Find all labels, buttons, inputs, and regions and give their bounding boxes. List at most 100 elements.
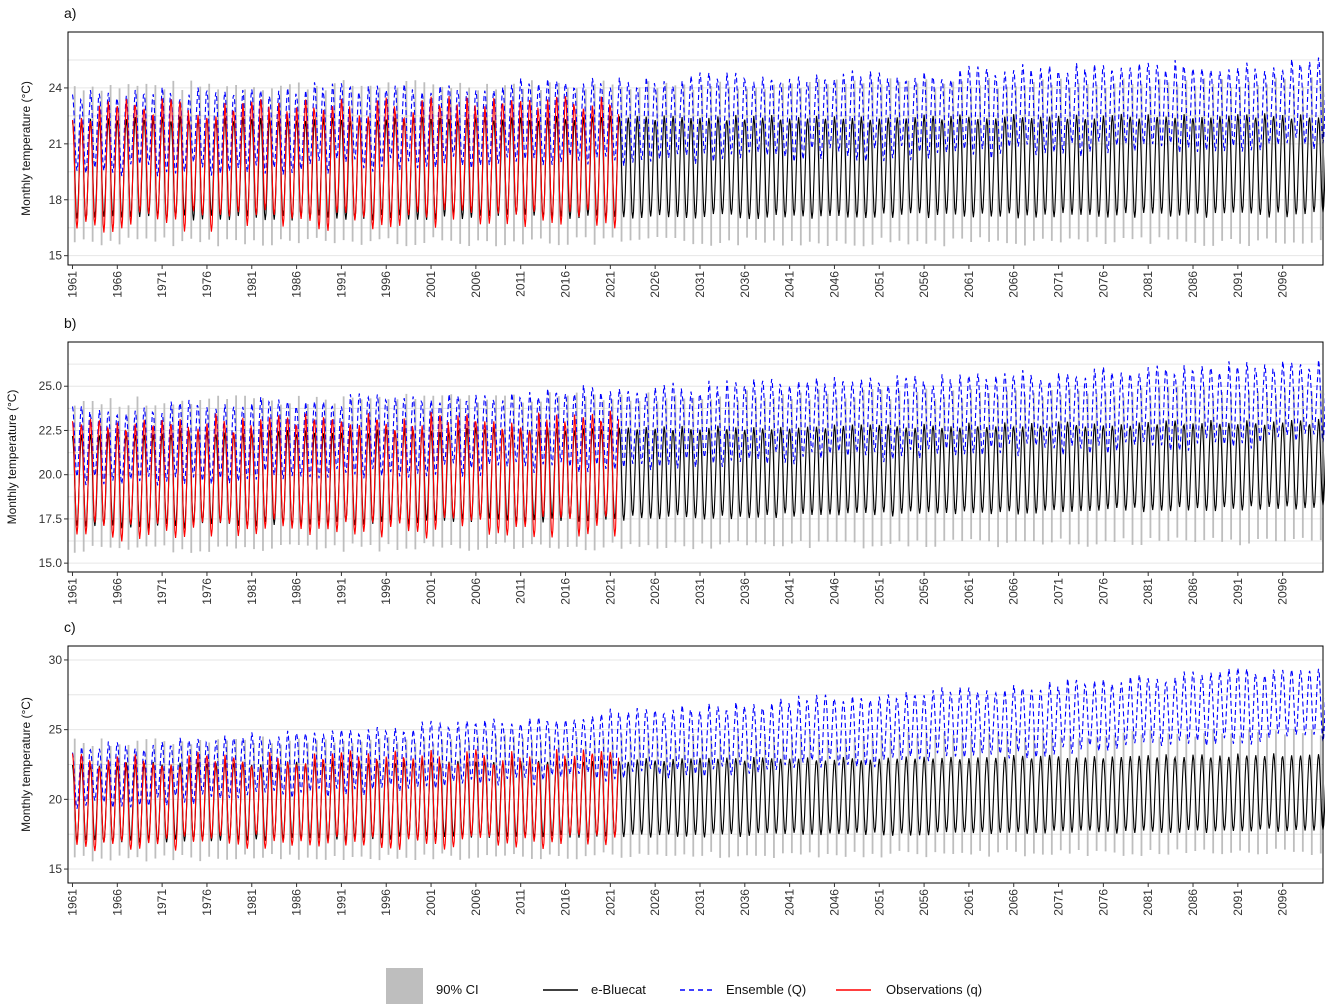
x-tick-label: 2016 <box>559 271 573 298</box>
x-tick-label: 2071 <box>1052 271 1066 298</box>
x-tick-label: 1996 <box>379 271 393 298</box>
x-tick-label: 2026 <box>648 889 662 916</box>
x-tick-label: 2066 <box>1007 271 1021 298</box>
x-tick-label: 2001 <box>424 578 438 605</box>
series-observations <box>71 749 620 852</box>
x-tick-label: 2096 <box>1276 889 1290 916</box>
x-tick-label: 2061 <box>962 271 976 298</box>
panel-1: 15 18 21 24 1961 1966 1971 1976 1981 1986 1991 1996… <box>19 5 1325 298</box>
y-tick-label: 17.5 <box>39 512 63 526</box>
x-tick-label: 1986 <box>290 271 304 298</box>
panel-label: b) <box>64 315 76 331</box>
plot-frame <box>67 341 1324 573</box>
x-tick-label: 1961 <box>65 271 79 298</box>
x-tick-label: 1961 <box>65 578 79 605</box>
x-tick-label: 2006 <box>469 271 483 298</box>
x-tick-label: 2081 <box>1141 271 1155 298</box>
x-tick-label: 2011 <box>514 271 528 297</box>
x-tick-label: 2091 <box>1231 271 1245 298</box>
x-tick-label: 2016 <box>559 578 573 605</box>
x-tick-label: 1966 <box>110 578 124 605</box>
x-tick-label: 1971 <box>155 578 169 605</box>
x-tick-label: 2081 <box>1141 578 1155 605</box>
x-tick-label: 2026 <box>648 578 662 605</box>
x-tick-label: 1966 <box>110 889 124 916</box>
y-axis-label: Monthly temperature (°C) <box>19 697 33 832</box>
legend-ensemble-label: Ensemble (Q) <box>726 982 806 997</box>
y-tick-label: 30 <box>49 653 63 667</box>
x-tick-label: 1991 <box>334 271 348 298</box>
x-tick-label: 2036 <box>738 578 752 605</box>
x-tick-label: 2056 <box>917 271 931 298</box>
series-bluecat <box>71 753 1325 843</box>
x-tick-label: 2041 <box>783 271 797 298</box>
x-tick-label: 2061 <box>962 578 976 605</box>
panel-2: 15.0 17.5 20.0 22.5 25.0 1961 1966 1971 1976 1981… <box>5 315 1325 605</box>
x-tick-label: 2096 <box>1276 271 1290 298</box>
y-tick-label: 20 <box>49 792 63 806</box>
x-tick-label: 2091 <box>1231 889 1245 916</box>
x-tick-label: 2001 <box>424 271 438 298</box>
x-tick-label: 2046 <box>827 889 841 916</box>
plot-frame <box>67 31 1324 266</box>
x-tick-label: 2021 <box>603 271 617 298</box>
x-tick-label: 1996 <box>379 889 393 916</box>
x-tick-label: 1976 <box>200 889 214 916</box>
x-tick-label: 2036 <box>738 271 752 298</box>
x-tick-label: 2006 <box>469 578 483 605</box>
x-tick-label: 2086 <box>1186 271 1200 298</box>
x-tick-label: 2001 <box>424 889 438 916</box>
y-tick-label: 24 <box>49 81 63 95</box>
x-tick-label: 2071 <box>1052 578 1066 605</box>
series-observations <box>71 410 620 542</box>
series-ensemble <box>71 359 1325 486</box>
x-tick-label: 2051 <box>872 578 886 605</box>
panel-label: a) <box>64 5 76 21</box>
x-tick-label: 1976 <box>200 578 214 605</box>
plot-frame <box>67 645 1324 884</box>
y-tick-label: 22.5 <box>39 423 63 437</box>
x-tick-label: 2076 <box>1096 889 1110 916</box>
x-tick-label: 1991 <box>334 889 348 916</box>
x-tick-label: 2071 <box>1052 889 1066 916</box>
x-tick-label: 2066 <box>1007 889 1021 916</box>
x-tick-label: 2026 <box>648 271 662 298</box>
x-tick-label: 2021 <box>603 578 617 605</box>
x-tick-label: 1996 <box>379 578 393 605</box>
x-tick-label: 2006 <box>469 889 483 916</box>
y-tick-label: 15 <box>49 249 63 263</box>
y-tick-label: 15.0 <box>39 556 63 570</box>
x-tick-label: 2016 <box>559 889 573 916</box>
y-tick-label: 25.0 <box>39 379 63 393</box>
y-axis-label: Monthly temperature (°C) <box>5 390 19 525</box>
x-tick-label: 2066 <box>1007 578 1021 605</box>
x-tick-label: 2086 <box>1186 578 1200 605</box>
y-tick-label: 15 <box>49 862 63 876</box>
x-tick-label: 1986 <box>290 889 304 916</box>
x-tick-label: 2056 <box>917 578 931 605</box>
x-tick-label: 2091 <box>1231 578 1245 605</box>
x-tick-label: 2036 <box>738 889 752 916</box>
x-tick-label: 1971 <box>155 271 169 298</box>
x-tick-label: 2081 <box>1141 889 1155 916</box>
x-tick-label: 2076 <box>1096 271 1110 298</box>
panel-label: c) <box>64 619 76 635</box>
y-tick-label: 21 <box>49 137 63 151</box>
x-tick-label: 1966 <box>110 271 124 298</box>
x-tick-label: 1991 <box>334 578 348 605</box>
x-tick-label: 2041 <box>783 889 797 916</box>
x-tick-label: 2011 <box>514 578 528 604</box>
series-observations <box>71 96 620 233</box>
x-tick-label: 1981 <box>245 889 259 916</box>
series-ensemble <box>71 667 1325 809</box>
legend: 90% CI e-Bluecat Ensemble (Q) Observatio… <box>386 968 982 1004</box>
x-tick-label: 2051 <box>872 271 886 298</box>
x-tick-label: 1981 <box>245 271 259 298</box>
x-tick-label: 2056 <box>917 889 931 916</box>
x-tick-label: 1961 <box>65 889 79 916</box>
series-bluecat <box>71 113 1325 221</box>
y-tick-label: 25 <box>49 723 63 737</box>
panel-3: 15 20 25 30 1961 1966 1971 1976 1981 1986 1991 1996… <box>19 619 1325 916</box>
x-tick-label: 2031 <box>693 271 707 298</box>
